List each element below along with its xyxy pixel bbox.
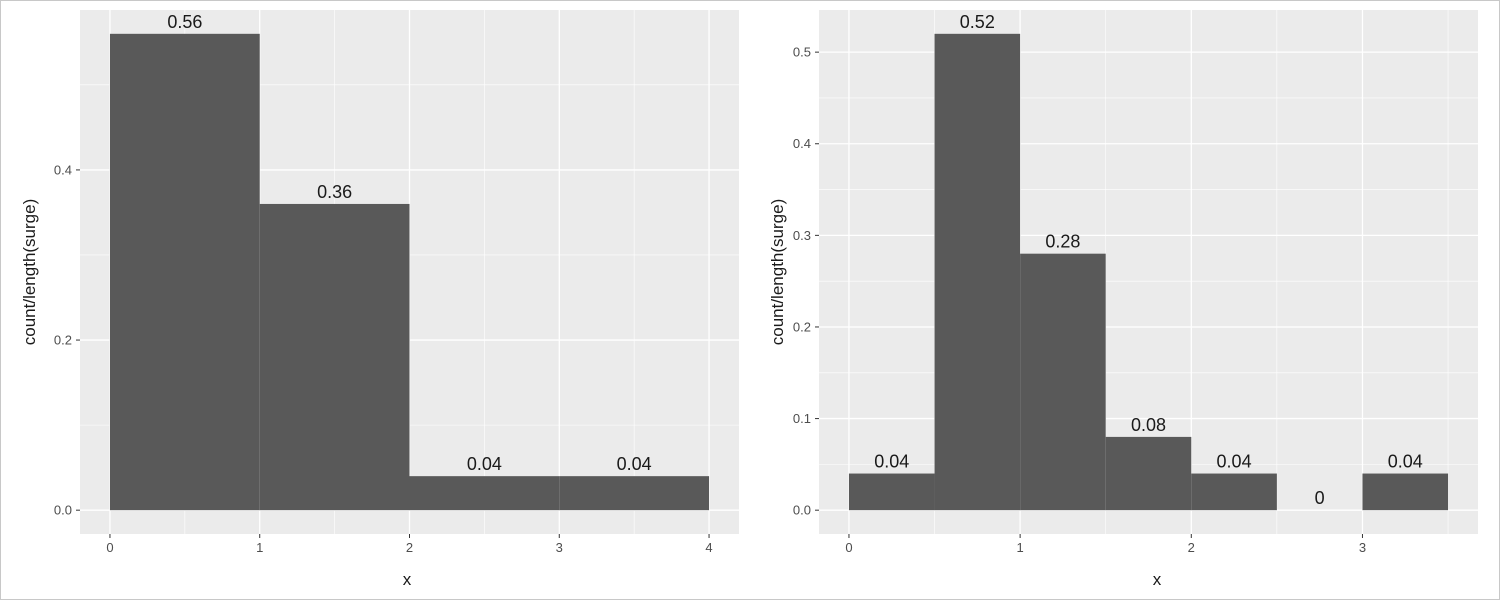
y-tick-label: 0.4 — [54, 162, 72, 177]
bar-value-label: 0.36 — [317, 182, 352, 202]
bar-value-label: 0.08 — [1131, 415, 1166, 435]
y-tick-label: 0.2 — [793, 319, 811, 334]
y-tick-label: 0.1 — [793, 411, 811, 426]
x-tick-label: 3 — [1359, 540, 1366, 555]
histogram-bar — [109, 33, 260, 511]
y-tick-label: 0.2 — [54, 333, 72, 348]
histogram-bar — [1105, 436, 1192, 511]
y-axis-title: count/length(surge) — [20, 199, 39, 345]
y-axis-title: count/length(surge) — [768, 199, 787, 345]
bar-value-label: 0.56 — [167, 12, 202, 32]
x-tick-label: 2 — [1188, 540, 1195, 555]
y-tick-label: 0.5 — [793, 45, 811, 60]
x-tick-label: 3 — [556, 540, 563, 555]
x-axis-title: x — [1153, 570, 1162, 589]
bar-value-label: 0.52 — [960, 12, 995, 32]
right-histogram-panel: 0.04 0.52 0.28 0.08 0.04 0 0.04 0 1 2 3 0.0 0.1 0.2 0.… — [768, 10, 1478, 589]
x-tick-label: 2 — [406, 540, 413, 555]
histogram-bar — [1362, 473, 1449, 511]
histogram-bar — [409, 476, 560, 511]
bar-value-label: 0.04 — [467, 454, 502, 474]
histogram-bar — [934, 33, 1021, 511]
histogram-bar — [1020, 253, 1106, 511]
histogram-bar — [848, 473, 935, 511]
x-tick-label: 4 — [705, 540, 712, 555]
x-tick-label: 0 — [106, 540, 113, 555]
x-tick-label: 0 — [845, 540, 852, 555]
histogram-bar — [259, 203, 410, 511]
y-tick-label: 0.4 — [793, 136, 811, 151]
y-tick-label: 0.0 — [54, 503, 72, 518]
bar-value-label: 0.28 — [1045, 232, 1080, 252]
x-tick-label: 1 — [256, 540, 263, 555]
left-histogram-panel: 0.56 0.36 0.04 0.04 0 1 2 3 4 0.0 0.2 0.4 x count/len… — [20, 10, 739, 589]
x-tick-label: 1 — [1017, 540, 1024, 555]
x-axis-title: x — [403, 570, 412, 589]
bar-value-label: 0 — [1315, 488, 1325, 508]
bar-value-label: 0.04 — [874, 452, 909, 472]
bar-value-label: 0.04 — [1388, 452, 1423, 472]
bar-value-label: 0.04 — [1217, 452, 1252, 472]
histogram-bar — [559, 476, 710, 511]
y-tick-label: 0.0 — [793, 503, 811, 518]
histogram-bar — [1191, 473, 1277, 511]
y-tick-label: 0.3 — [793, 228, 811, 243]
bar-value-label: 0.04 — [617, 454, 652, 474]
